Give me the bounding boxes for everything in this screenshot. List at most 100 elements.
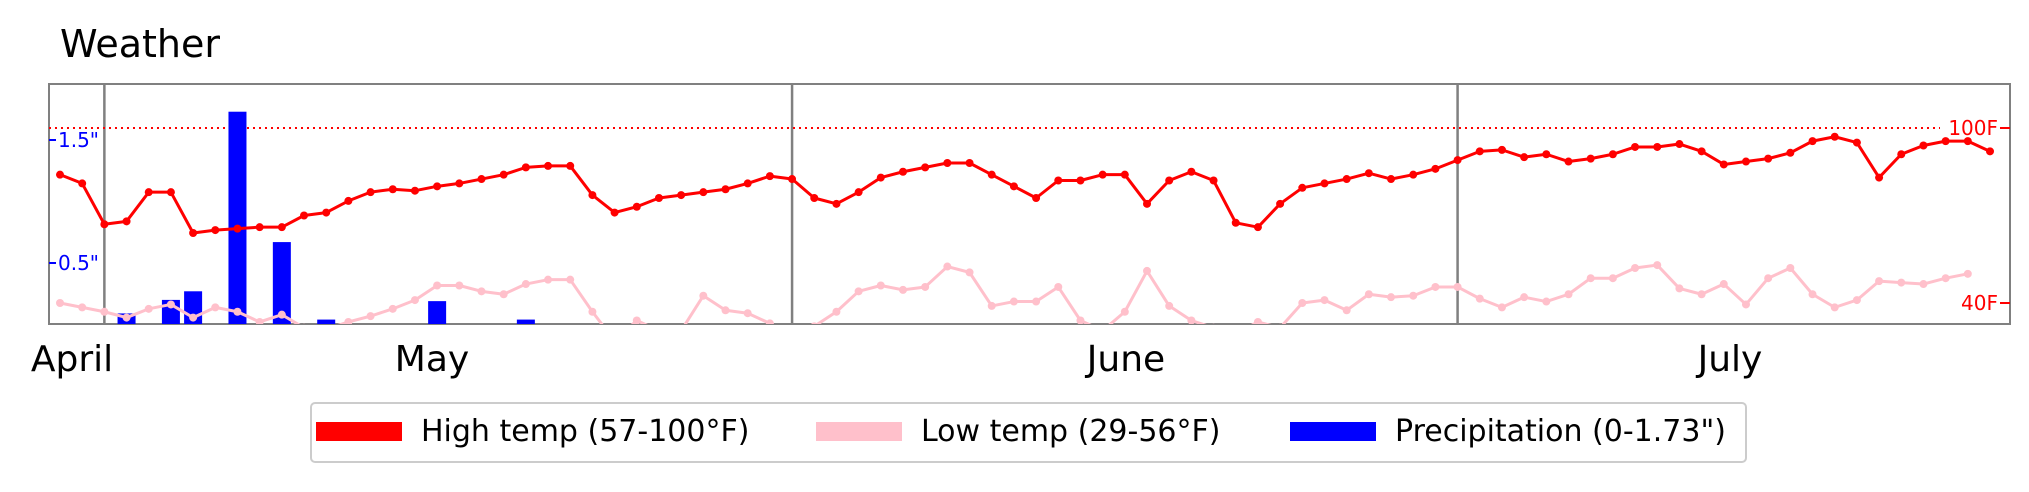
low-temp-point <box>699 291 708 300</box>
low-temp-point <box>1520 293 1529 302</box>
legend-label: Precipitation (0-1.73") <box>1395 414 1726 449</box>
high-temp-point <box>1963 137 1972 146</box>
high-temp-point <box>122 217 131 226</box>
high-temp-point <box>521 163 530 172</box>
low-temp-point <box>1009 297 1018 306</box>
high-temp-point <box>1897 150 1906 159</box>
high-temp-point <box>366 188 375 197</box>
low-temp-point <box>965 268 974 277</box>
month-label: June <box>1085 339 1165 380</box>
low-temp-point <box>1830 303 1839 312</box>
low-temp-point <box>521 280 530 289</box>
low-temp-point <box>1608 274 1617 283</box>
high-temp-point <box>1852 138 1861 147</box>
low-temp-point <box>344 317 353 324</box>
low-temp-point <box>1719 280 1728 289</box>
month-labels: April May June July <box>31 339 1763 380</box>
high-temp-point <box>233 224 242 233</box>
low-temp-point <box>410 296 419 305</box>
legend-box <box>310 402 1747 463</box>
high-temp-point <box>699 188 708 197</box>
low-temp-point <box>632 316 641 324</box>
high-temp-point <box>743 179 752 188</box>
high-temp-point <box>300 211 309 220</box>
month-label: May <box>395 339 469 380</box>
high-temp-point <box>765 172 774 181</box>
high-temp-point <box>588 191 597 200</box>
high-temp-point <box>810 194 819 202</box>
high-temp-point <box>1253 223 1262 232</box>
high-temp-point <box>677 191 686 200</box>
high-temp-point <box>721 185 730 194</box>
high-temp-point <box>1187 167 1196 176</box>
low-temp-point <box>1453 282 1462 291</box>
low-temp-point <box>56 299 64 307</box>
legend-label: High temp (57-100°F) <box>421 414 749 449</box>
low-temp-point <box>302 323 306 324</box>
high-temp-point <box>1453 156 1462 165</box>
low-temp-point <box>544 275 553 284</box>
low-temp-point <box>1697 290 1706 299</box>
legend-swatch <box>816 422 902 441</box>
high-temp-point <box>1475 147 1484 156</box>
high-temp-point <box>1231 218 1240 227</box>
low-temp-point <box>1764 274 1773 283</box>
low-temp-point <box>322 325 330 333</box>
low-temp-point <box>765 319 774 324</box>
low-temp-point <box>854 287 863 296</box>
high-temp-point <box>1741 157 1750 166</box>
high-temp-point <box>898 167 907 176</box>
high-temp-point <box>1009 182 1018 191</box>
high-temp-point <box>1520 153 1529 162</box>
high-temp-point <box>477 175 486 184</box>
high-temp-point <box>1364 169 1373 178</box>
high-temp-point <box>166 188 175 197</box>
high-temp-point <box>1719 160 1728 169</box>
low-temp-point <box>255 317 264 324</box>
precip-tick-label: 1.5" <box>58 128 99 152</box>
high-temp-point <box>1431 164 1440 173</box>
low-temp-point <box>1187 316 1196 324</box>
high-temp-point <box>654 194 663 202</box>
high-temp-point <box>410 186 419 195</box>
low-temp-point <box>898 285 907 294</box>
precipitation-bar <box>428 301 447 324</box>
high-temp-point <box>610 208 619 217</box>
high-temp-point <box>1342 175 1351 184</box>
low-temp-point <box>166 300 175 309</box>
low-temp-point <box>277 310 286 319</box>
low-temp-point <box>1497 303 1506 312</box>
low-temp-point <box>1675 284 1684 293</box>
high-temp-point <box>1764 154 1773 163</box>
high-temp-series <box>56 132 1994 237</box>
high-temp-point <box>1586 154 1595 163</box>
high-temp-point <box>1209 176 1218 185</box>
precipitation-bar <box>272 242 291 324</box>
high-temp-point <box>1564 157 1573 166</box>
low-temp-point <box>1120 307 1129 316</box>
high-temp-point <box>1032 194 1041 202</box>
low-temp-point <box>721 306 730 315</box>
low-temp-point <box>233 307 242 316</box>
low-temp-point <box>566 275 575 284</box>
high-temp-point <box>1409 170 1418 179</box>
high-temp-point <box>1631 142 1640 151</box>
low-temp-point <box>122 313 131 322</box>
low-temp-point <box>1586 274 1595 283</box>
high-temp-point <box>1986 147 1994 156</box>
high-temp-point <box>1387 175 1396 184</box>
low-temp-point <box>588 307 597 316</box>
low-temp-point <box>1564 290 1573 299</box>
low-temp-point <box>1631 264 1640 272</box>
high-temp-point <box>1143 199 1152 208</box>
high-temp-point <box>876 173 885 182</box>
low-temp-point <box>1342 306 1351 315</box>
high-temp-point <box>632 202 641 211</box>
high-temp-point <box>388 185 397 194</box>
low-temp-point <box>788 334 796 342</box>
low-temp-point <box>1431 282 1440 291</box>
plot-frame <box>48 83 2011 325</box>
high-temp-point <box>1120 170 1129 179</box>
low-temp-point <box>1278 323 1282 324</box>
legend-swatch <box>1290 422 1376 441</box>
